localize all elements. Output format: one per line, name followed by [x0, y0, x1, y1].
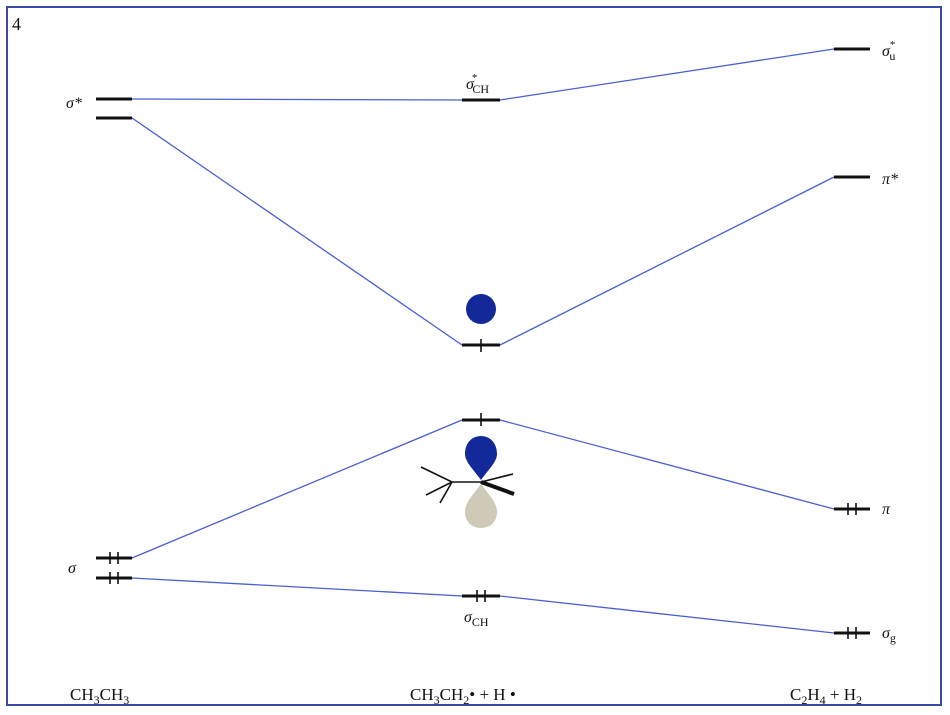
- sigma-label: σ: [68, 560, 77, 577]
- line-sigma-star-ch-to-sigma-u-star: [499, 48, 835, 101]
- sigma-ch-label: σCH: [464, 609, 489, 629]
- line-sigma-ch-to-sigma-g: [499, 595, 835, 634]
- ethane-label: CH3CH3: [70, 685, 129, 707]
- electron-ticks: [109, 339, 857, 639]
- ethyl-radical-label: CH3CH2• + H •: [410, 685, 516, 707]
- pi-star-label: π*: [882, 171, 898, 188]
- sigma-star-label: σ*: [66, 95, 82, 112]
- sigma-u-star-label: σ* u: [882, 39, 895, 63]
- diagram-frame: [6, 6, 942, 706]
- line-sigma-to-sigma-ch: [131, 577, 463, 597]
- p-orbital-upper-lobe: [465, 436, 497, 480]
- energy-levels: [96, 47, 870, 635]
- pi-label: π: [882, 501, 891, 518]
- correlation-lines: [131, 48, 835, 634]
- line-sigma-star-to-radical: [131, 117, 463, 346]
- line-sigma-star-to-sigma-star-ch: [131, 98, 463, 101]
- line-sigma-to-radical: [131, 419, 463, 559]
- s-orbital-icon: [466, 294, 496, 324]
- sigma-g-label: σg: [882, 625, 896, 645]
- ethylene-hydrogen-label: C2H4 + H2: [790, 685, 862, 707]
- sigma-star-ch-label: σ* CH: [466, 72, 489, 96]
- line-radical-to-pi: [499, 419, 835, 510]
- panel-number: 4: [12, 14, 21, 34]
- ethyl-skeleton: [420, 466, 515, 504]
- line-radical-to-pi-star: [499, 176, 835, 346]
- p-orbital-lower-lobe: [465, 484, 497, 528]
- p-orbital-ethyl-icon: [420, 436, 515, 528]
